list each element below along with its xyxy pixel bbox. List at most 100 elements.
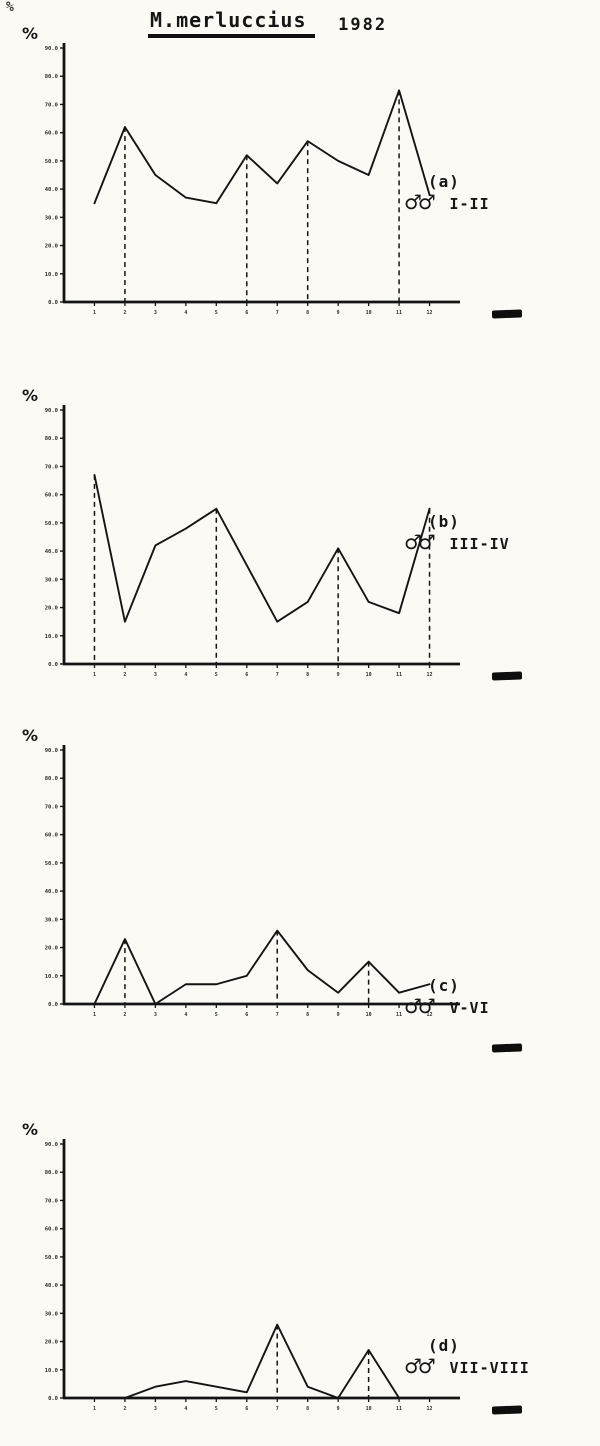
svg-text:9: 9	[337, 1012, 340, 1018]
svg-text:2: 2	[123, 672, 126, 678]
svg-text:5: 5	[215, 310, 218, 316]
svg-text:2: 2	[123, 1406, 126, 1412]
svg-text:90.0: 90.0	[45, 1142, 58, 1148]
svg-text:80.0: 80.0	[45, 776, 58, 782]
svg-text:0.0: 0.0	[48, 1002, 58, 1008]
svg-text:0.0: 0.0	[48, 1396, 58, 1402]
svg-text:0.0: 0.0	[48, 300, 58, 306]
series-label-b: ♂♂ III-IV	[404, 530, 510, 554]
svg-text:50.0: 50.0	[45, 1255, 58, 1261]
line-chart-males-stages-V-VI: 90.0 80.0 70.0 60.0 50.0 40.0 30.0 20.0 10.0 0.0 1…	[45, 745, 460, 1018]
x-axis-end-smudge	[491, 671, 523, 681]
male-symbols-icon: ♂♂	[404, 994, 436, 1018]
line-chart-males-stages-I-II: 90.0 80.0 70.0 60.0 50.0 40.0 30.0 20.0 10.0 0.0 1…	[45, 43, 460, 316]
svg-text:10.0: 10.0	[45, 272, 58, 278]
svg-text:80.0: 80.0	[45, 1170, 58, 1176]
svg-text:4: 4	[184, 1406, 187, 1412]
svg-text:7: 7	[276, 1406, 279, 1412]
svg-text:12: 12	[427, 1012, 433, 1018]
svg-text:5: 5	[215, 1012, 218, 1018]
svg-text:10: 10	[366, 310, 372, 316]
svg-text:60.0: 60.0	[45, 493, 58, 499]
svg-text:3: 3	[154, 672, 157, 678]
svg-text:80.0: 80.0	[45, 436, 58, 442]
svg-text:2: 2	[123, 310, 126, 316]
svg-text:10.0: 10.0	[45, 974, 58, 980]
x-axis-end-smudge	[491, 309, 523, 319]
chart-panel-b: % 90.0 80.0 70.0 60.0 50.0 40.0 30.0 20.0 10.0 0.…	[0, 386, 600, 721]
y-axis-unit-label: %	[22, 386, 39, 405]
line-chart-males-stages-III-IV: 90.0 80.0 70.0 60.0 50.0 40.0 30.0 20.0 10.0 0.0 1…	[45, 405, 460, 678]
svg-text:70.0: 70.0	[45, 804, 58, 810]
species-title: M.merluccius	[148, 8, 315, 38]
svg-text:7: 7	[276, 1012, 279, 1018]
y-axis-unit-label: %	[22, 24, 39, 43]
svg-text:1: 1	[93, 1406, 96, 1412]
svg-text:80.0: 80.0	[45, 74, 58, 80]
svg-text:90.0: 90.0	[45, 748, 58, 754]
svg-text:10: 10	[366, 1406, 372, 1412]
svg-text:40.0: 40.0	[45, 187, 58, 193]
svg-text:4: 4	[184, 310, 187, 316]
svg-text:1: 1	[93, 310, 96, 316]
svg-text:90.0: 90.0	[45, 46, 58, 52]
svg-text:12: 12	[427, 310, 433, 316]
svg-text:40.0: 40.0	[45, 889, 58, 895]
svg-text:70.0: 70.0	[45, 102, 58, 108]
svg-text:10: 10	[366, 1012, 372, 1018]
svg-text:1: 1	[93, 672, 96, 678]
svg-text:10.0: 10.0	[45, 634, 58, 640]
series-label-c: ♂♂ V-VI	[404, 994, 490, 1018]
svg-text:8: 8	[306, 1012, 309, 1018]
svg-text:11: 11	[396, 1406, 402, 1412]
figure-title: M.merluccius 1982	[148, 8, 388, 38]
male-symbols-icon: ♂♂	[404, 530, 436, 554]
x-axis-end-smudge	[491, 1043, 523, 1053]
svg-text:10.0: 10.0	[45, 1368, 58, 1374]
chart-panel-c: % 90.0 80.0 70.0 60.0 50.0 40.0 30.0 20.0 10.0 0.…	[0, 726, 600, 1061]
svg-text:9: 9	[337, 672, 340, 678]
svg-text:4: 4	[184, 672, 187, 678]
panel-letter-c: (c)	[428, 976, 460, 995]
svg-text:40.0: 40.0	[45, 549, 58, 555]
y-axis-unit-label: %	[22, 726, 39, 745]
svg-text:0.0: 0.0	[48, 662, 58, 668]
svg-text:11: 11	[396, 672, 402, 678]
svg-text:50.0: 50.0	[45, 159, 58, 165]
svg-text:9: 9	[337, 1406, 340, 1412]
panel-letter-a: (a)	[428, 172, 460, 191]
svg-text:7: 7	[276, 310, 279, 316]
y-axis-unit-label: %	[22, 1120, 39, 1139]
svg-text:2: 2	[123, 1012, 126, 1018]
svg-text:20.0: 20.0	[45, 606, 58, 612]
line-chart-males-stages-VII-VIII: 90.0 80.0 70.0 60.0 50.0 40.0 30.0 20.0 10.0 0.0 1…	[45, 1139, 460, 1412]
svg-text:30.0: 30.0	[45, 1311, 58, 1317]
svg-text:20.0: 20.0	[45, 244, 58, 250]
male-symbols-icon: ♂♂	[404, 190, 436, 214]
chart-panel-d: % 90.0 80.0 70.0 60.0 50.0 40.0 30.0 20.0 10.0 0.…	[0, 1120, 600, 1446]
svg-text:40.0: 40.0	[45, 1283, 58, 1289]
svg-text:12: 12	[427, 1406, 433, 1412]
chart-panel-a: % 90.0 80.0 70.0 60.0 50.0 40.0 30.0 20.0 10.0 0.…	[0, 24, 600, 359]
svg-text:1: 1	[93, 1012, 96, 1018]
svg-text:8: 8	[306, 310, 309, 316]
svg-text:60.0: 60.0	[45, 833, 58, 839]
svg-text:70.0: 70.0	[45, 464, 58, 470]
svg-text:6: 6	[245, 1012, 248, 1018]
svg-text:30.0: 30.0	[45, 215, 58, 221]
year-label: 1982	[338, 15, 388, 35]
svg-text:3: 3	[154, 1406, 157, 1412]
svg-text:30.0: 30.0	[45, 577, 58, 583]
svg-text:90.0: 90.0	[45, 408, 58, 414]
svg-text:6: 6	[245, 310, 248, 316]
series-label-d: ♂♂ VII-VIII	[404, 1354, 530, 1378]
maturity-stage-label: I-II	[449, 195, 490, 213]
svg-text:9: 9	[337, 310, 340, 316]
panel-letter-d: (d)	[428, 1336, 460, 1355]
svg-text:20.0: 20.0	[45, 1340, 58, 1346]
svg-text:5: 5	[215, 672, 218, 678]
maturity-stage-label: III-IV	[449, 535, 510, 553]
svg-text:12: 12	[427, 672, 433, 678]
svg-text:6: 6	[245, 1406, 248, 1412]
